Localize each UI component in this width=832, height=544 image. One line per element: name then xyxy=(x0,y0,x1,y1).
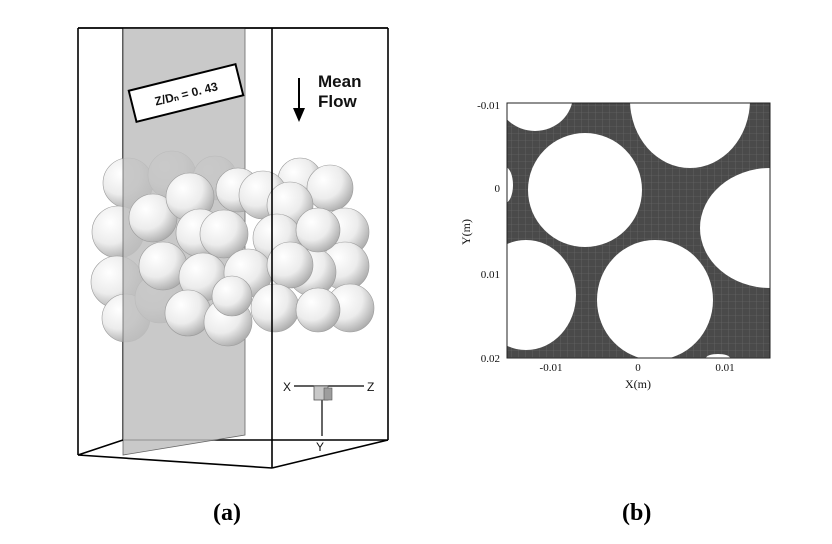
plane-label-box: Z/Dₙ = 0. 43 xyxy=(127,62,245,124)
y-tick-label: -0.01 xyxy=(477,100,500,112)
sphere-sections xyxy=(507,103,770,358)
coordinate-triad xyxy=(294,385,364,436)
x-axis-label: X(m) xyxy=(625,377,651,391)
x-tick-label: 0.01 xyxy=(715,362,734,374)
y-tick-labels: -0.01 0 0.01 0.02 xyxy=(477,100,500,365)
plot-frame xyxy=(506,102,771,359)
y-tick-label: 0.02 xyxy=(481,353,500,365)
y-tick-label: 0.01 xyxy=(481,269,500,281)
axis-y-label: Y xyxy=(316,440,324,454)
x-tick-label: 0 xyxy=(635,362,641,374)
panel-a-box-diagram: Z/Dₙ = 0. 43 Mean Flow X Z Y xyxy=(77,27,389,469)
mean-flow-arrow xyxy=(293,78,305,122)
packed-spheres-front xyxy=(128,167,341,347)
mean-flow-label-1: Mean xyxy=(318,72,361,91)
caption-a: (a) xyxy=(213,500,241,526)
axis-x-label: X xyxy=(283,380,291,394)
x-tick-label: -0.01 xyxy=(540,362,563,374)
panel-b-cross-section: -0.01 0 0.01 0.02 -0.01 0 0.01 X(m) Y(m) xyxy=(459,100,771,391)
domain-box-front xyxy=(77,27,389,469)
caption-b: (b) xyxy=(622,500,652,526)
axis-z-label: Z xyxy=(367,380,374,394)
mean-flow-label-2: Flow xyxy=(318,92,357,111)
y-tick-label: 0 xyxy=(495,183,501,195)
x-tick-labels: -0.01 0 0.01 xyxy=(540,362,735,374)
y-axis-label: Y(m) xyxy=(459,219,473,245)
